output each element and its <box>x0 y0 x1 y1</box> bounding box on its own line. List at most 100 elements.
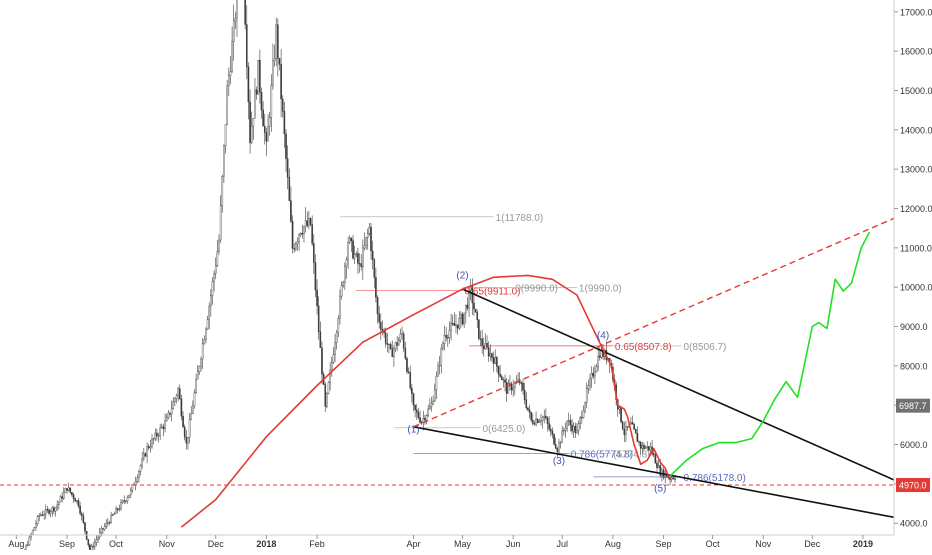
candle-body <box>200 358 202 367</box>
price-candle <box>453 312 456 326</box>
price-candle <box>108 520 111 526</box>
candle-body <box>223 145 225 177</box>
price-candle <box>504 374 506 392</box>
price-candle <box>353 245 356 264</box>
candle-body <box>116 508 119 511</box>
candle-body <box>432 400 434 405</box>
price-candle <box>200 356 202 372</box>
candle-body <box>286 158 289 178</box>
price-candle <box>283 101 286 148</box>
candle-body <box>79 505 81 514</box>
price-candle <box>275 17 278 67</box>
y-tick-label: 12000.0 <box>900 204 932 214</box>
candle-body <box>625 426 627 435</box>
candle-body <box>216 251 219 266</box>
candle-body <box>394 342 397 349</box>
candle-body <box>463 312 465 325</box>
x-tick-label: Oct <box>109 539 124 549</box>
price-candle <box>56 500 59 512</box>
price-candle <box>125 499 127 504</box>
candle-body <box>639 442 642 449</box>
candle-body <box>90 545 93 552</box>
price-candle <box>198 365 201 376</box>
candle-body <box>344 265 346 283</box>
price-candle <box>170 400 173 422</box>
candle-body <box>89 544 91 552</box>
candle-body <box>275 24 278 59</box>
candle-body <box>512 387 514 391</box>
candle-body <box>636 433 639 442</box>
price-candle <box>545 408 547 420</box>
price-candle <box>393 345 395 367</box>
price-candle <box>54 507 57 517</box>
price-candle <box>491 352 493 362</box>
price-candle <box>479 330 482 347</box>
candle-body <box>567 420 570 422</box>
price-candle <box>219 195 222 244</box>
candle-body <box>563 430 565 432</box>
candle-body <box>136 477 139 482</box>
candle-body <box>551 430 554 435</box>
candle-body <box>268 117 271 127</box>
price-candle <box>141 451 143 469</box>
candle-body <box>533 423 536 425</box>
candle-body <box>288 177 291 201</box>
candle-body <box>652 453 655 455</box>
candle-body <box>473 302 475 310</box>
candle-body <box>368 226 371 234</box>
candle-body <box>433 389 436 402</box>
candle-body <box>335 331 338 343</box>
x-tick-label: Nov <box>755 539 772 549</box>
price-candle <box>487 341 490 362</box>
price-candle <box>401 326 403 340</box>
candle-body <box>339 295 341 319</box>
candle-body <box>358 263 361 265</box>
candle-body <box>582 410 585 418</box>
price-candle <box>579 415 582 430</box>
price-candle <box>417 407 420 420</box>
candle-body <box>41 514 44 516</box>
candle-body <box>380 322 382 330</box>
price-candle <box>317 296 320 340</box>
price-candle <box>255 86 258 100</box>
price-candle <box>293 243 295 253</box>
price-candle <box>120 499 122 511</box>
price-candle <box>358 253 361 273</box>
candle-body <box>564 428 567 431</box>
candle-body <box>402 333 405 349</box>
candle-body <box>362 247 364 268</box>
candle-body <box>389 343 392 349</box>
candle-body <box>232 20 235 42</box>
candle-body <box>572 425 575 432</box>
price-candle <box>177 386 179 402</box>
fib-level-label: 0.65(8507.8) <box>615 342 672 353</box>
price-candle <box>386 333 389 353</box>
candle-body <box>201 343 204 360</box>
x-tick-label: Apr <box>406 539 420 549</box>
candle-body <box>48 509 50 514</box>
price-candle <box>574 422 577 438</box>
candle-body <box>115 508 117 514</box>
price-candle <box>512 379 514 397</box>
candle-body <box>159 427 161 436</box>
candle-body <box>28 536 31 546</box>
candle-body <box>510 383 513 391</box>
fib-level-label: 0(9990.0) <box>515 284 558 295</box>
price-candle <box>432 395 434 406</box>
price-candle <box>139 464 142 476</box>
candle-body <box>105 522 108 527</box>
candle-body <box>545 415 547 419</box>
price-candle <box>360 254 362 271</box>
price-candle <box>154 428 157 442</box>
candle-body <box>195 378 197 393</box>
price-candle <box>196 364 199 380</box>
wave-label: (3) <box>553 456 565 467</box>
price-candle <box>384 327 387 348</box>
price-candle <box>536 417 539 424</box>
price-candle <box>76 500 78 504</box>
wave-labels: (1) (2) (3) (4) (5) <box>407 271 666 495</box>
candle-body <box>141 458 143 467</box>
price-candle <box>620 407 622 424</box>
candle-body <box>51 507 54 512</box>
